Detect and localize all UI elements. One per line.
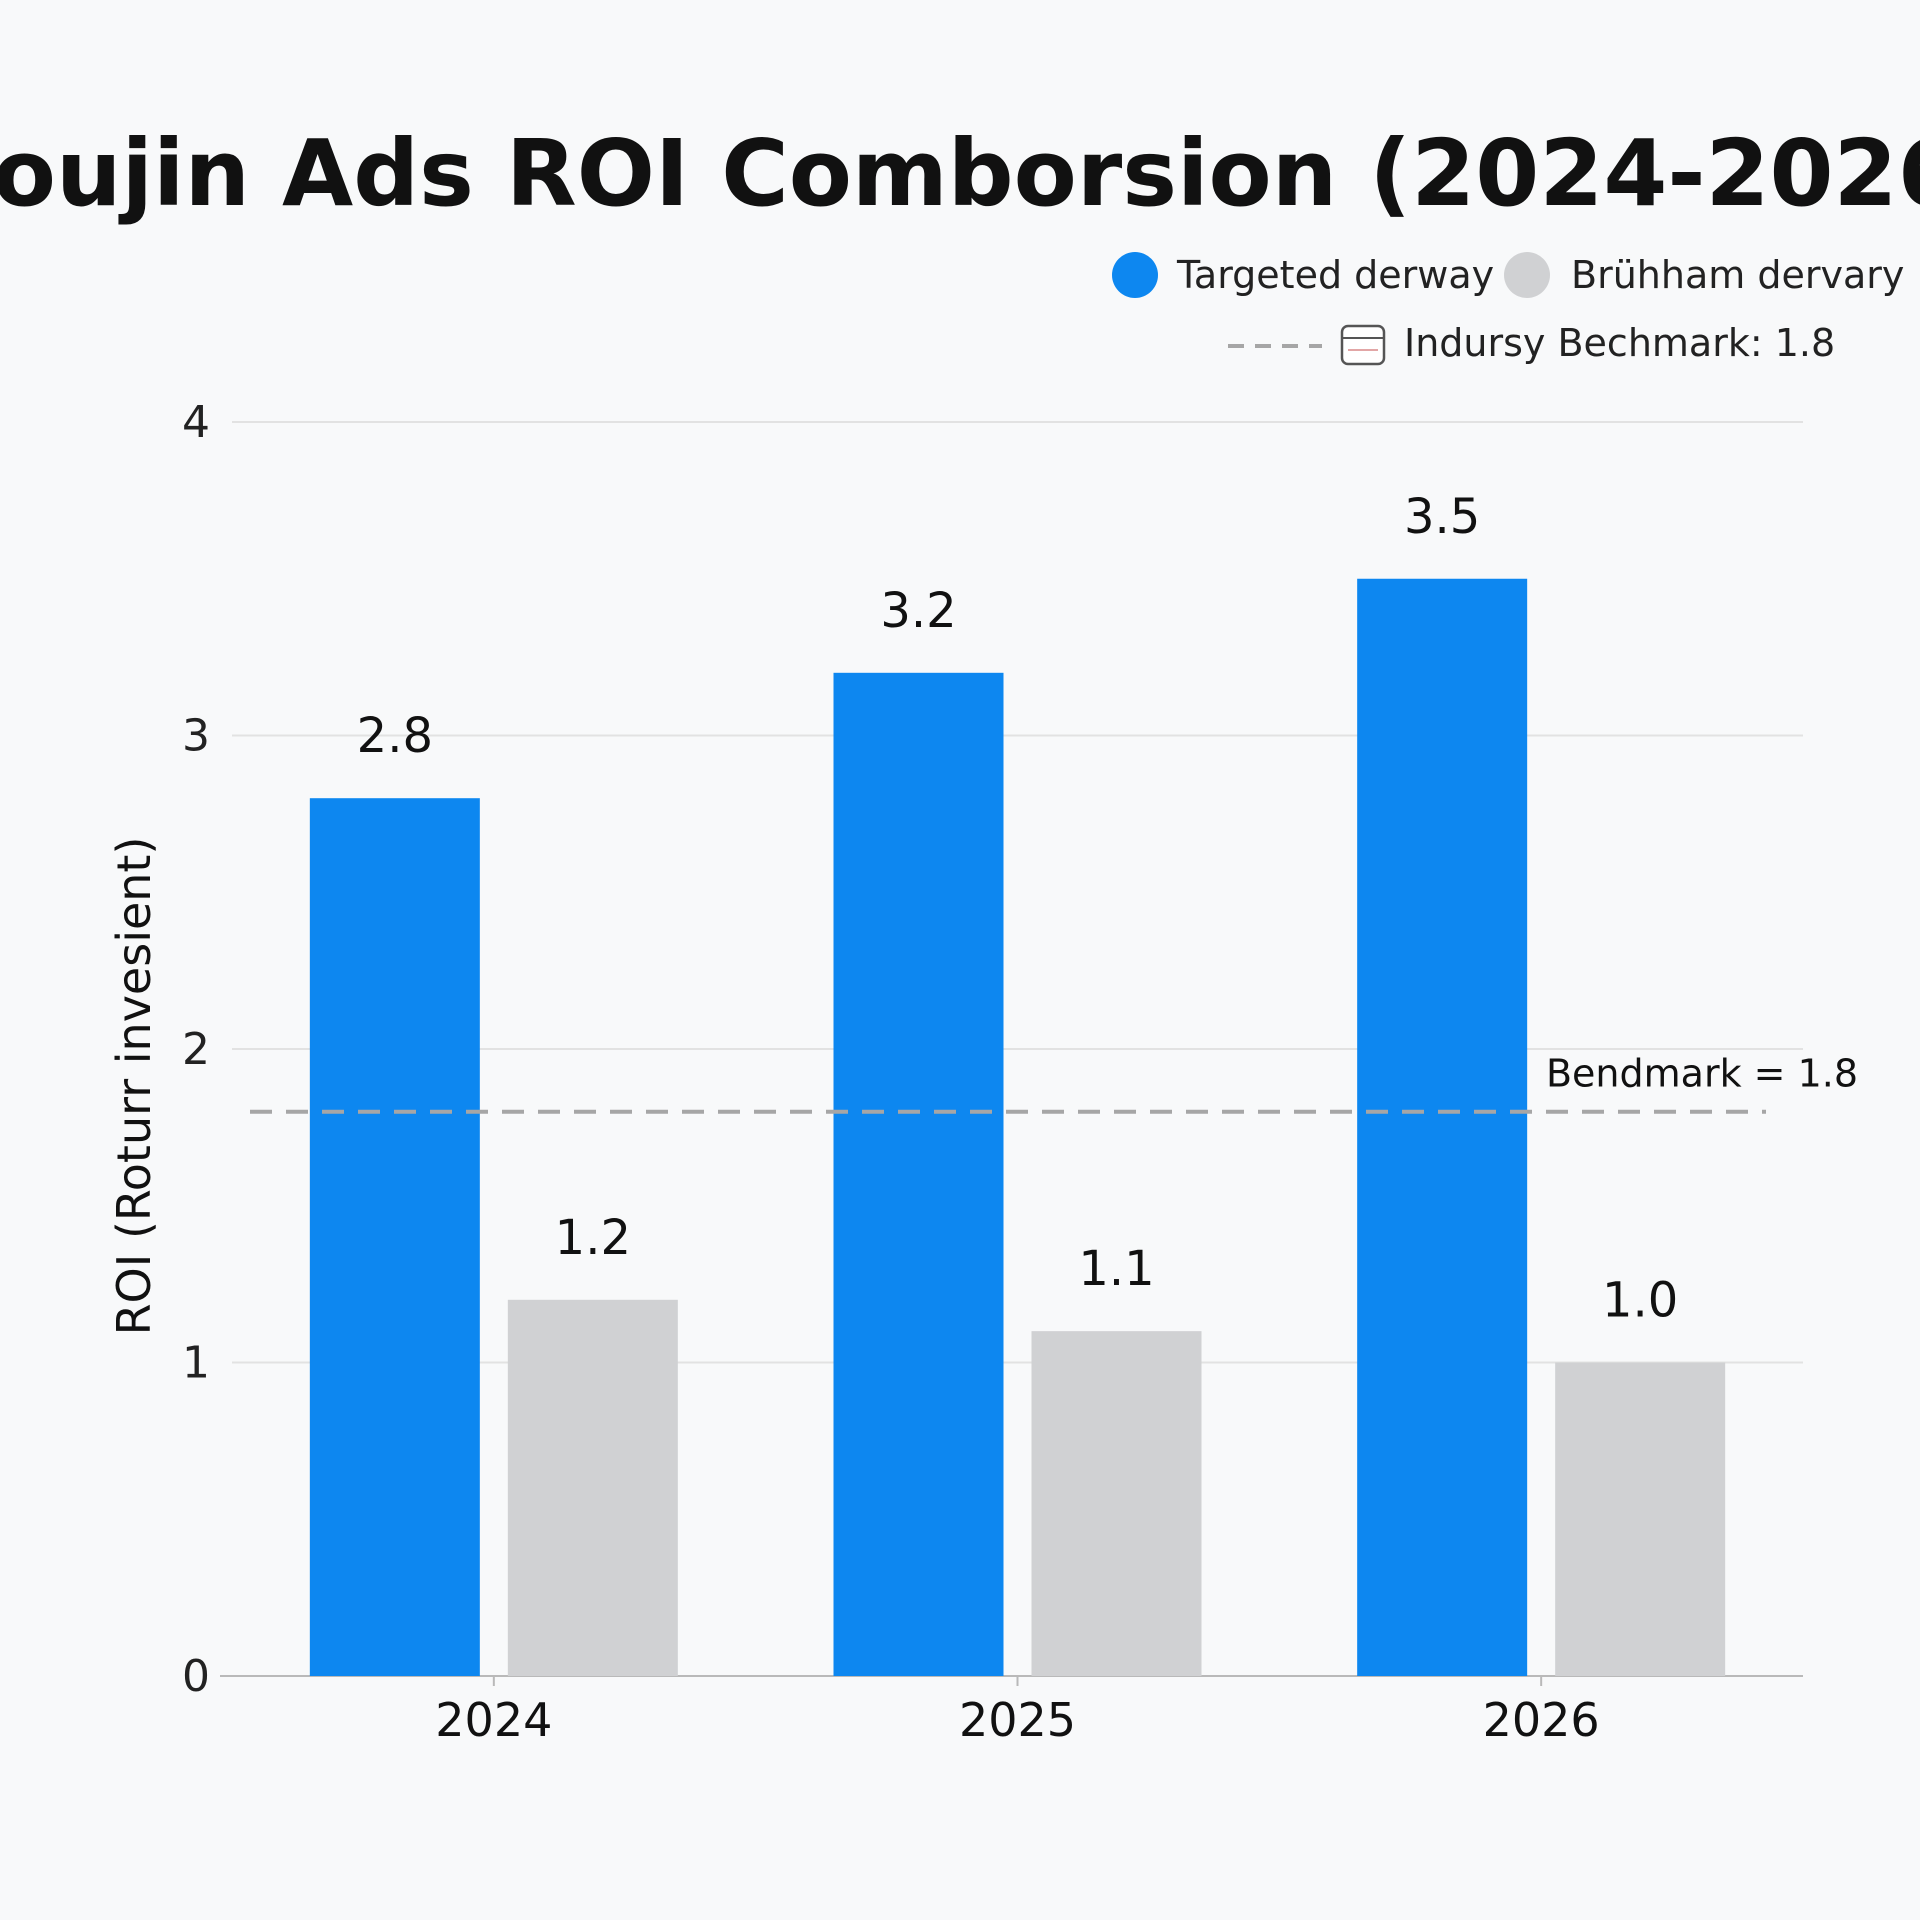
bar-targeted-2024 — [309, 798, 480, 1676]
legend: Targeted derway Brühham dervary Indursy … — [1112, 252, 1904, 366]
data-label-targeted-2026: 3.5 — [1404, 489, 1480, 545]
legend-benchmark-icon — [1340, 324, 1386, 366]
data-label-bruhham-2026: 1.0 — [1602, 1273, 1678, 1329]
x-tick-label: 2024 — [435, 1693, 552, 1747]
y-tick-label: 1 — [182, 1338, 210, 1389]
y-tick-label: 3 — [182, 711, 210, 762]
y-axis-ticks: 0 1 2 3 4 — [182, 397, 210, 1702]
chart-title: Doujin Ads ROI Comborsion (2024-2026) — [0, 120, 1920, 227]
legend-label-bruhham: Brühham dervary — [1571, 253, 1904, 297]
legend-label-benchmark: Indursy Bechmark: 1.8 — [1404, 321, 1835, 365]
legend-label-targeted: Targeted derway — [1176, 253, 1494, 297]
data-label-bruhham-2025: 1.1 — [1078, 1241, 1154, 1297]
data-labels: 2.8 1.2 3.2 1.1 3.5 1.0 — [357, 489, 1679, 1329]
y-tick-label: 4 — [182, 397, 210, 448]
bar-targeted-2025 — [833, 672, 1004, 1676]
bar-bruhham-2025 — [1031, 1331, 1202, 1676]
legend-swatch-bruhham — [1504, 252, 1550, 298]
bar-bruhham-2026 — [1555, 1362, 1726, 1676]
benchmark-label: Bendmark = 1.8 — [1546, 1052, 1858, 1096]
y-tick-label: 0 — [182, 1651, 210, 1702]
y-axis-label: ROI (Roturr invesient) — [107, 837, 161, 1336]
grid — [232, 421, 1803, 1364]
bar-targeted-2026 — [1357, 578, 1528, 1676]
legend-swatch-targeted — [1112, 252, 1158, 298]
x-axis-ticks: 2024 2025 2026 — [435, 1676, 1600, 1747]
x-tick-label: 2025 — [959, 1693, 1076, 1747]
bars — [309, 578, 1726, 1676]
data-label-targeted-2024: 2.8 — [357, 708, 433, 764]
data-label-targeted-2025: 3.2 — [880, 583, 956, 639]
y-tick-label: 2 — [182, 1024, 210, 1075]
x-tick-label: 2026 — [1483, 1693, 1600, 1747]
bar-bruhham-2024 — [507, 1299, 678, 1676]
data-label-bruhham-2024: 1.2 — [555, 1210, 631, 1266]
